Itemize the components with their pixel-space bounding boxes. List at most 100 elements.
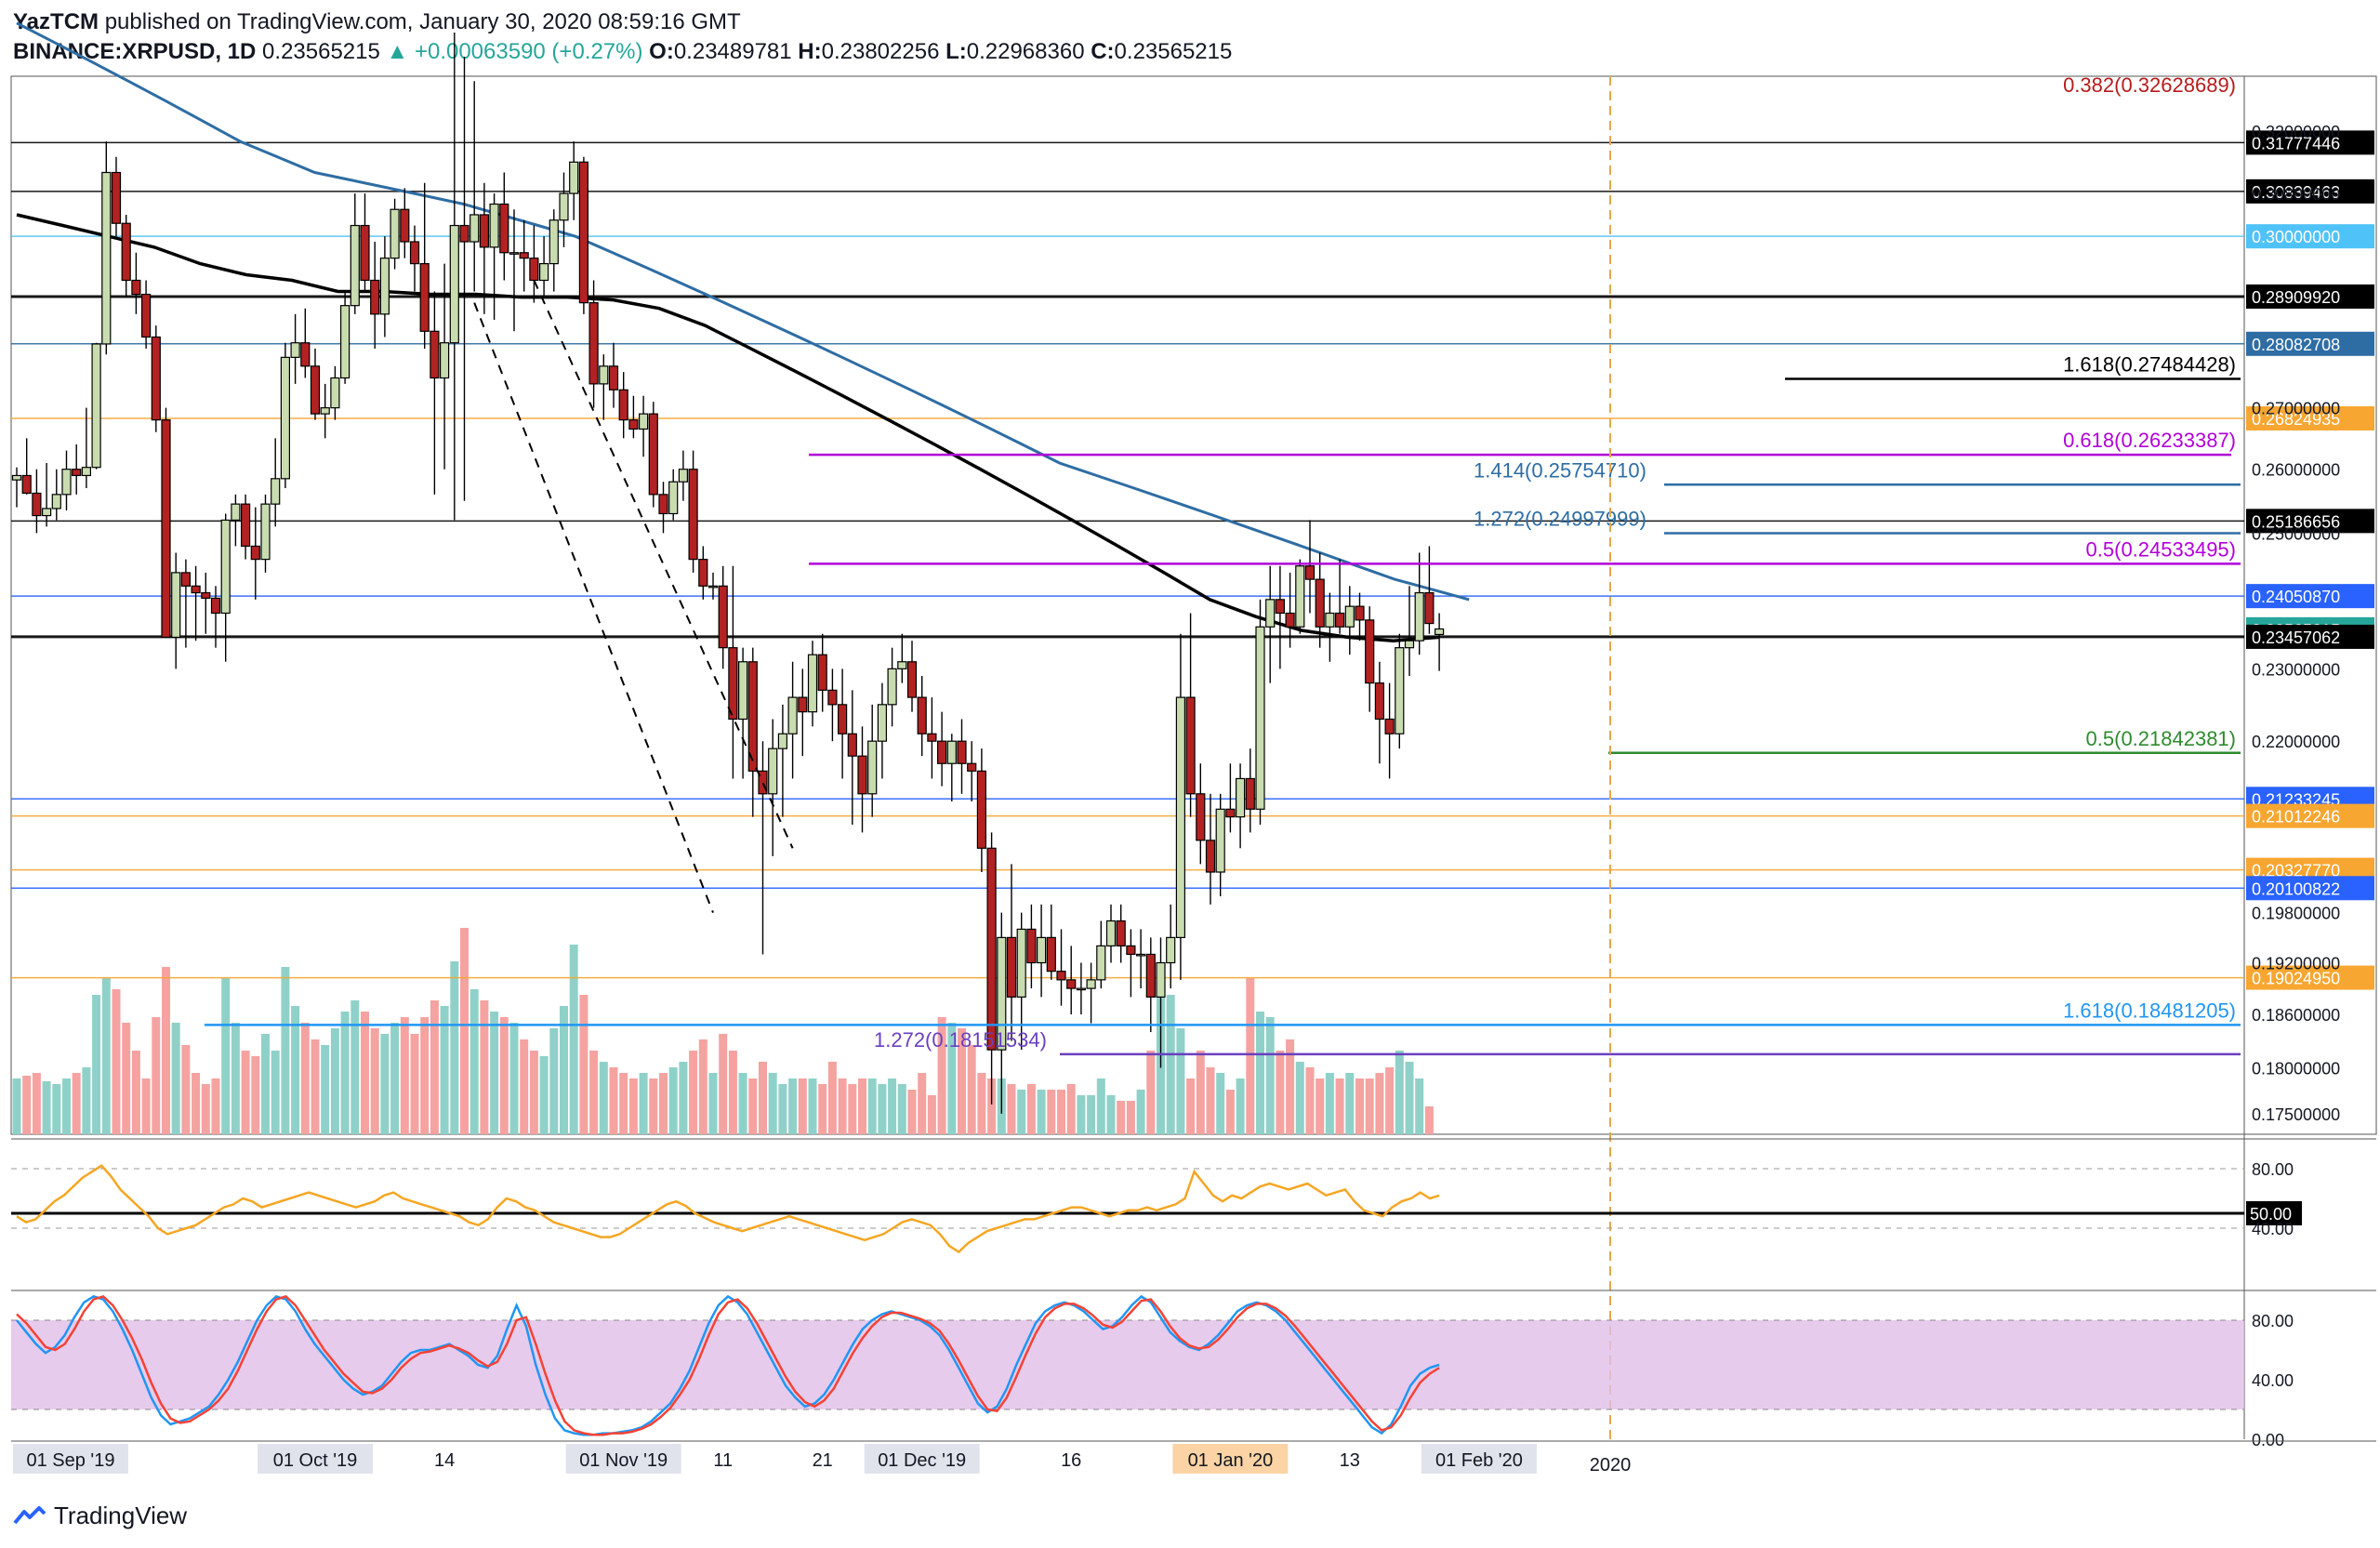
ohlc-line: BINANCE:XRPUSD, 1D 0.23565215 ▲ +0.00063…: [13, 37, 2337, 67]
candle-body: [1046, 936, 1056, 972]
low-label: L:: [945, 39, 967, 64]
candle-body: [1275, 599, 1286, 615]
volume-bar: [141, 1078, 151, 1134]
annotation-layer: 0.382(0.32628689) 1.618(0.27484428) 0.618(…: [205, 73, 2241, 1439]
price-level-tag: [2246, 624, 2374, 649]
high-value: 0.23802256: [821, 39, 940, 64]
volume-bar: [937, 1017, 946, 1134]
candle-body: [768, 748, 778, 795]
candle-body: [1016, 928, 1026, 998]
candle-body: [310, 365, 321, 415]
time-tick-label: 14: [434, 1450, 455, 1471]
volume-bar: [221, 978, 231, 1134]
candle-body: [827, 689, 838, 706]
candle-body: [430, 330, 440, 379]
volume-bar: [1325, 1073, 1334, 1134]
candle-body: [350, 224, 360, 307]
volume-bar: [52, 1084, 61, 1134]
candle-body: [747, 661, 758, 772]
candle-body: [847, 733, 857, 757]
price-axis: 0.31777446 0.30839463 0.30000000 0.28909920…: [2246, 123, 2374, 1124]
price-level-label: 0.20100822: [2252, 880, 2340, 898]
volume-bar: [171, 1023, 180, 1134]
price-level-tag: [2246, 876, 2374, 901]
time-tick-box: [13, 1444, 128, 1474]
candle-body: [737, 661, 748, 721]
price-level-tag: [2246, 406, 2374, 431]
volume-bar: [958, 1028, 966, 1134]
candle-body: [111, 171, 122, 224]
volume-bar: [719, 1034, 728, 1134]
candle-body: [578, 161, 589, 304]
candle-body: [817, 654, 827, 691]
volume-bar: [599, 1062, 608, 1134]
candle-body: [967, 762, 977, 772]
volume-bar: [689, 1051, 698, 1134]
candle-body: [1334, 612, 1345, 628]
price-level-tag: [2246, 803, 2374, 828]
volume-bar: [838, 1078, 847, 1134]
candle-body: [210, 597, 221, 615]
volume-bar: [888, 1078, 897, 1134]
volume-bar: [1037, 1090, 1046, 1134]
oscillator-tick-label: 80.00: [2252, 1312, 2294, 1330]
candle-body: [1285, 612, 1295, 628]
candle-body: [449, 224, 459, 344]
candle-body: [1424, 591, 1435, 625]
candle-body: [1365, 619, 1375, 684]
candle-body: [1235, 777, 1246, 818]
price-level-label: 0.24050870: [2252, 588, 2340, 606]
candle-body: [688, 469, 698, 561]
volume-bar: [370, 1028, 379, 1134]
candle-body: [220, 519, 231, 615]
volume-bar: [609, 1067, 618, 1134]
candle-body: [1056, 971, 1066, 981]
volume-bar: [1355, 1078, 1364, 1134]
candle-body: [588, 302, 599, 385]
candle-body: [151, 336, 161, 421]
volume-bar: [192, 1073, 201, 1134]
volume-bar: [1345, 1073, 1355, 1134]
footer-brand[interactable]: TradingView: [13, 1499, 187, 1532]
volume-bar: [201, 1084, 210, 1134]
candle-body: [51, 494, 61, 509]
volume-bar: [1176, 1028, 1185, 1134]
volume-bar: [788, 1078, 798, 1134]
candle-body: [161, 419, 171, 639]
volume-bar: [1136, 1090, 1145, 1134]
fib-level-label: 1.618(0.27484428): [2063, 353, 2236, 377]
volume-bar: [101, 978, 111, 1134]
fib-level-label: 0.382(0.32628689): [2063, 73, 2236, 97]
volume-bar: [1146, 1051, 1156, 1134]
volume-bar: [361, 1012, 369, 1134]
candle-body: [131, 279, 141, 296]
price-level-label: 0.31777446: [2252, 134, 2340, 152]
candle-body: [777, 733, 788, 749]
candle-body: [459, 224, 469, 243]
candle-body: [887, 668, 897, 706]
candle-body: [121, 222, 131, 282]
volume-bar: [827, 1062, 837, 1134]
candle-body: [658, 494, 668, 515]
candle-body: [1384, 718, 1395, 734]
volume-bar: [738, 1073, 747, 1134]
volume-bar: [1365, 1078, 1374, 1134]
candle-body: [320, 407, 330, 415]
candle-body: [718, 585, 728, 649]
volume-bar: [1405, 1062, 1414, 1134]
candle-body: [469, 214, 480, 243]
author-name[interactable]: YazTCM: [13, 9, 99, 34]
volume-bar: [1047, 1090, 1056, 1134]
candle-body: [906, 661, 918, 698]
volume-bar: [300, 1023, 310, 1134]
volume-bar: [152, 1017, 161, 1134]
candle-body: [1325, 612, 1335, 628]
stoch-d-line: [16, 1294, 1440, 1436]
volume-bar: [808, 1078, 817, 1134]
candle-body: [1145, 953, 1156, 998]
time-tick-label: 11: [713, 1450, 733, 1471]
volume-bar: [1265, 1017, 1275, 1134]
volume-bar: [1276, 1051, 1285, 1134]
rsi-line: [16, 1164, 1440, 1254]
